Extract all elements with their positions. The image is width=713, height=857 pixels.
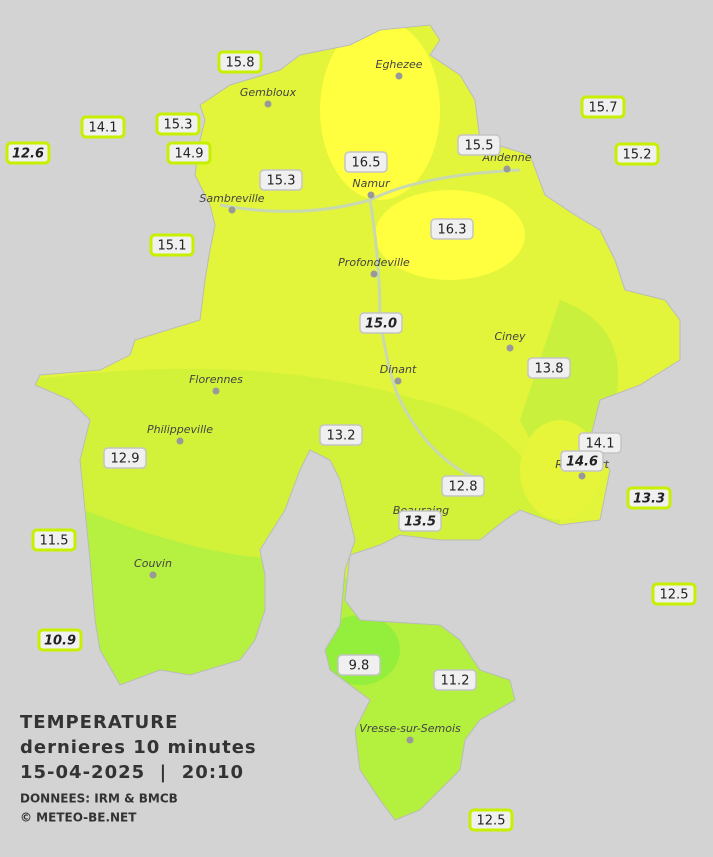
station-box	[166, 141, 212, 165]
town-label: Profondeville	[338, 256, 410, 269]
station-box	[155, 112, 201, 136]
station-value: 15.0	[365, 317, 397, 332]
station-box	[259, 169, 303, 191]
town-dot	[395, 72, 403, 80]
station-value: 12.8	[449, 480, 478, 495]
town-label: Florennes	[189, 373, 243, 386]
town-dot	[406, 736, 414, 744]
station-box	[31, 528, 77, 552]
title: TEMPERATURE	[20, 712, 178, 733]
station-value: 14.1	[89, 121, 118, 136]
station-value: 13.3	[633, 492, 665, 507]
station-box	[398, 510, 442, 532]
station-box	[5, 141, 51, 165]
station-box	[344, 151, 388, 173]
town-dot	[503, 165, 511, 173]
station-value: 12.6	[12, 147, 44, 162]
station-box	[433, 669, 477, 691]
town-dot	[367, 191, 375, 199]
station-box	[149, 233, 195, 257]
station-box	[80, 115, 126, 139]
station-value: 11.5	[40, 534, 69, 549]
town-dot	[370, 270, 378, 278]
copyright: © METEO-BE.NET	[20, 811, 137, 825]
town-label: Couvin	[134, 557, 172, 570]
town-label: Gembloux	[240, 86, 297, 99]
station-value: 15.5	[465, 139, 494, 154]
station-value: 11.2	[441, 674, 470, 689]
station-value: 14.1	[586, 437, 615, 452]
station-box	[359, 312, 403, 334]
station-box	[468, 808, 514, 832]
station-value: 15.3	[267, 174, 296, 189]
station-value: 12.5	[660, 588, 689, 603]
station-value: 12.9	[111, 452, 140, 467]
station-box	[527, 357, 571, 379]
town-dot	[394, 377, 402, 385]
station-value: 15.8	[226, 56, 255, 71]
station-value: 10.9	[44, 634, 76, 649]
town-label: Dinant	[380, 363, 417, 376]
town-dot	[228, 206, 236, 214]
station-box	[457, 134, 501, 156]
town-label: Sambreville	[199, 192, 264, 205]
station-value: 16.5	[352, 156, 381, 171]
station-box	[441, 475, 485, 497]
station-box	[580, 95, 626, 119]
town-label: Ciney	[495, 330, 526, 343]
town-label: Eghezee	[376, 58, 423, 71]
station-value: 15.3	[164, 118, 193, 133]
station-box	[37, 628, 83, 652]
station-box	[626, 486, 672, 510]
station-value: 15.7	[589, 101, 618, 116]
station-value: 15.2	[623, 148, 652, 163]
station-value: 13.5	[404, 515, 436, 530]
station-value: 13.2	[327, 429, 356, 444]
town-label: Vresse-sur-Semois	[359, 722, 461, 735]
station-box	[103, 447, 147, 469]
station-value: 16.3	[438, 223, 467, 238]
source: DONNEES: IRM & BMCB	[20, 792, 178, 806]
station-value: 14.6	[566, 455, 598, 470]
town-dot	[149, 571, 157, 579]
town-dot	[506, 344, 514, 352]
station-box	[430, 218, 474, 240]
town-dot	[578, 472, 586, 480]
subtitle: dernieres 10 minutes	[20, 737, 257, 758]
timestamp: 15-04-2025 | 20:10	[20, 762, 244, 783]
station-box	[560, 450, 604, 472]
station-box	[337, 654, 381, 676]
town-dot	[212, 387, 220, 395]
station-box	[614, 142, 660, 166]
station-value: 9.8	[349, 659, 370, 674]
station-value: 13.8	[535, 362, 564, 377]
town-dot	[176, 437, 184, 445]
station-box	[319, 424, 363, 446]
station-box	[217, 50, 263, 74]
town-dot	[264, 100, 272, 108]
town-label: Namur	[352, 177, 391, 190]
station-value: 15.1	[158, 239, 187, 254]
town-label: Philippeville	[147, 423, 213, 436]
station-box	[651, 582, 697, 606]
station-value: 12.5	[477, 814, 506, 829]
station-value: 14.9	[175, 147, 204, 162]
